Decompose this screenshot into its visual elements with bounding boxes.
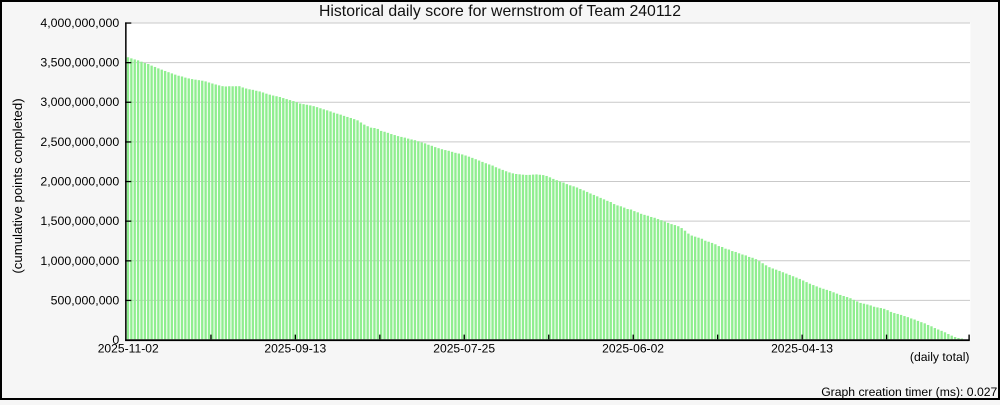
svg-text:0: 0 [112,333,119,347]
svg-text:4,000,000,000: 4,000,000,000 [40,16,119,30]
svg-text:2025-09-13: 2025-09-13 [264,342,326,356]
svg-text:(daily total): (daily total) [910,350,970,364]
svg-text:2025-07-25: 2025-07-25 [433,342,495,356]
svg-text:2,500,000,000: 2,500,000,000 [40,135,119,149]
svg-text:500,000,000: 500,000,000 [51,293,120,307]
svg-text:1,000,000,000: 1,000,000,000 [40,254,119,268]
svg-text:2025-11-02: 2025-11-02 [98,342,159,356]
svg-text:(cumulative points completed): (cumulative points completed) [10,98,25,273]
svg-text:1,500,000,000: 1,500,000,000 [40,214,119,228]
svg-text:Graph creation timer (ms): 0.0: Graph creation timer (ms): 0.027 [821,385,997,399]
svg-text:3,000,000,000: 3,000,000,000 [40,95,119,109]
svg-text:Historical daily score for wer: Historical daily score for wernstrom of … [319,3,681,20]
svg-text:3,500,000,000: 3,500,000,000 [40,56,119,70]
svg-text:2025-06-02: 2025-06-02 [602,342,664,356]
svg-text:2025-04-13: 2025-04-13 [771,342,833,356]
svg-text:2,000,000,000: 2,000,000,000 [40,175,119,189]
